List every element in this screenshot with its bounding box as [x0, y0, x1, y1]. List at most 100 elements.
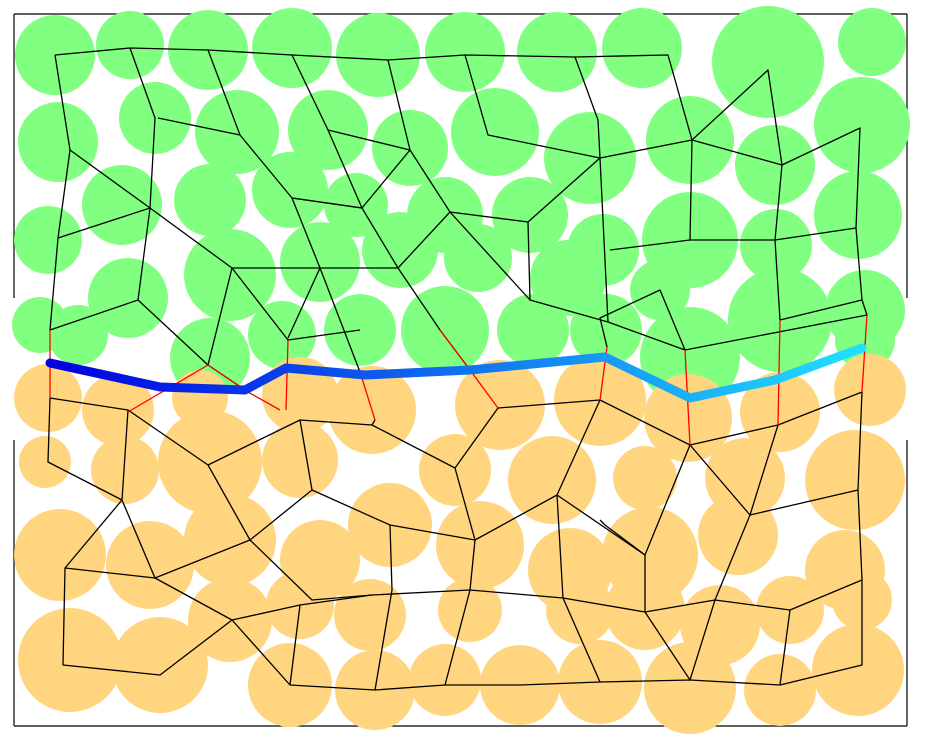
interface-path-layer — [45, 343, 867, 403]
lower-particle — [409, 644, 481, 716]
lower-particle — [698, 495, 778, 575]
contact-edge — [644, 611, 691, 681]
contact-edge — [249, 539, 373, 601]
upper-particle — [252, 152, 328, 228]
contact-edge — [361, 207, 399, 269]
upper-particle — [174, 164, 246, 236]
contact-edge — [779, 609, 791, 686]
contact-edge — [689, 599, 716, 681]
lower-particle — [158, 410, 262, 514]
upper-particle — [544, 112, 636, 204]
contact-edge — [319, 267, 361, 373]
lower-particle — [334, 579, 406, 651]
upper-particle — [602, 8, 682, 88]
contact-edge — [289, 604, 301, 686]
contact-edge — [527, 157, 609, 323]
contact-edge — [291, 129, 363, 269]
contact-edge — [287, 267, 321, 339]
interface-bond — [861, 314, 868, 393]
lower-particle — [82, 374, 154, 446]
interface-bond — [777, 319, 781, 426]
upper-particle — [18, 102, 98, 182]
contact-edge — [454, 467, 476, 541]
upper-particle — [814, 171, 902, 259]
lower-particle — [546, 576, 614, 644]
lower-particle — [455, 360, 545, 450]
interface-path — [45, 343, 867, 403]
upper-particle — [451, 88, 539, 176]
lower-particle-layer — [14, 354, 906, 734]
upper-particle — [252, 8, 332, 88]
contact-edge — [562, 597, 601, 683]
upper-particle — [740, 209, 812, 281]
upper-particle — [248, 301, 316, 369]
contact-edge — [62, 499, 863, 691]
lower-particle — [834, 354, 906, 426]
lower-particle — [19, 436, 71, 488]
lower-particle — [14, 509, 106, 601]
interface-bond — [439, 329, 471, 371]
lower-particle — [262, 357, 338, 433]
upper-particle — [570, 294, 642, 366]
contact-edge — [774, 164, 783, 241]
lower-particle — [438, 578, 502, 642]
upper-particle — [336, 13, 420, 97]
lower-particle — [91, 436, 159, 504]
upper-particle — [48, 305, 108, 365]
contact-edge — [444, 589, 471, 686]
contact-edge — [207, 391, 863, 556]
upper-particle-layer — [12, 6, 910, 407]
contact-edge — [374, 589, 393, 691]
interface-bond — [359, 371, 376, 421]
lower-particle — [18, 608, 122, 712]
upper-particle — [362, 212, 438, 288]
contact-edge — [49, 397, 376, 466]
contact-edge — [49, 54, 71, 331]
contact-edge — [389, 524, 393, 591]
lower-particle — [805, 430, 905, 530]
contact-edge — [449, 211, 531, 301]
contact-edge — [47, 397, 129, 501]
upper-particle — [425, 12, 505, 92]
contact-edge — [857, 391, 863, 491]
upper-particle — [324, 173, 388, 237]
upper-particle — [735, 125, 815, 205]
lower-particle — [112, 617, 208, 713]
interface-bond — [469, 369, 499, 409]
contact-edge — [469, 539, 476, 591]
lower-particle — [613, 446, 677, 510]
lower-particle — [644, 642, 736, 734]
contact-edge — [749, 424, 863, 581]
lower-particle — [740, 372, 820, 452]
contact-edge — [607, 321, 686, 351]
upper-particle — [14, 206, 82, 274]
upper-particle — [814, 77, 910, 173]
upper-particle — [497, 294, 569, 366]
lower-particle — [508, 436, 596, 524]
upper-particle — [492, 177, 568, 253]
lower-particle — [812, 624, 904, 716]
lower-particle — [14, 364, 82, 432]
contact-edge — [49, 207, 151, 331]
contact-edge — [69, 47, 156, 209]
interface-bond — [247, 391, 281, 411]
contact-edge — [599, 519, 646, 556]
lower-particle — [184, 494, 276, 586]
upper-particle — [401, 286, 489, 374]
upper-particle — [838, 8, 906, 76]
contact-edge — [291, 54, 601, 223]
upper-particle — [280, 222, 360, 302]
lower-particle — [436, 501, 524, 589]
upper-particle — [712, 6, 824, 118]
lower-particle — [188, 578, 272, 662]
upper-particle — [530, 240, 606, 316]
upper-particle — [195, 90, 279, 174]
upper-particle — [444, 224, 512, 292]
interface-bond — [285, 339, 289, 411]
upper-particle — [82, 165, 162, 245]
contact-edge — [299, 419, 313, 491]
contact-network — [47, 47, 868, 691]
contact-edge — [556, 399, 601, 496]
